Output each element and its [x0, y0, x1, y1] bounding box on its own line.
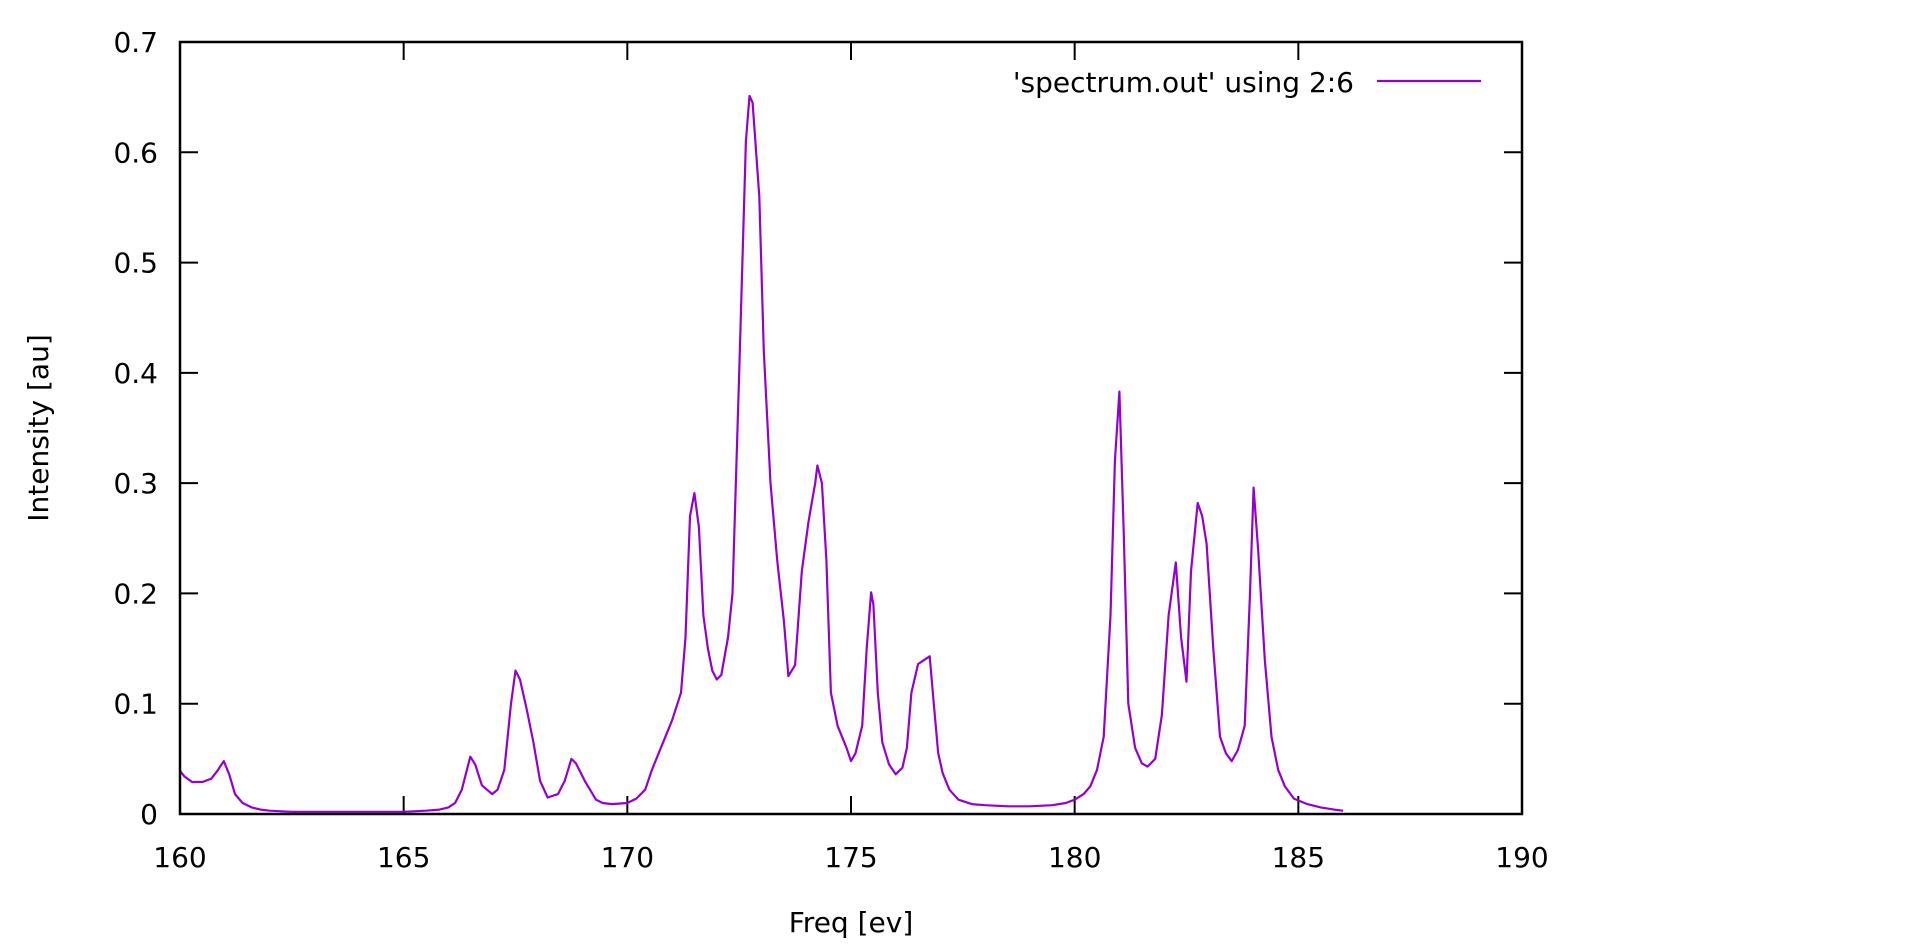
x-tick-label: 170	[601, 841, 654, 874]
y-tick-label: 0	[140, 798, 158, 831]
x-axis-label: Freq [ev]	[789, 906, 914, 939]
spectrum-line	[179, 94, 1344, 813]
y-tick-label: 0.2	[113, 577, 158, 610]
y-tick-label: 0.7	[113, 26, 158, 59]
y-axis-label: Intensity [au]	[22, 334, 55, 522]
y-tick-label: 0.4	[113, 357, 158, 390]
y-tick-label: 0.6	[113, 136, 158, 169]
axis-ticks	[180, 42, 1522, 814]
y-tick-label: 0.3	[113, 467, 158, 500]
legend-label: 'spectrum.out' using 2:6	[1013, 66, 1354, 99]
x-tick-label: 175	[824, 841, 877, 874]
y-tick-label: 0.5	[113, 247, 158, 280]
x-tick-label: 160	[153, 841, 206, 874]
x-tick-label: 180	[1048, 841, 1101, 874]
axis-tick-labels: 160 165 170 175 180 185 190 0 0.1 0.2 0.3 0.4 0.5 0.6…	[113, 26, 1548, 874]
x-tick-label: 165	[377, 841, 430, 874]
x-tick-label: 185	[1272, 841, 1325, 874]
x-tick-label: 190	[1495, 841, 1548, 874]
plot-border	[178, 40, 1524, 816]
legend: 'spectrum.out' using 2:6	[1013, 66, 1481, 99]
y-tick-label: 0.1	[113, 688, 158, 721]
